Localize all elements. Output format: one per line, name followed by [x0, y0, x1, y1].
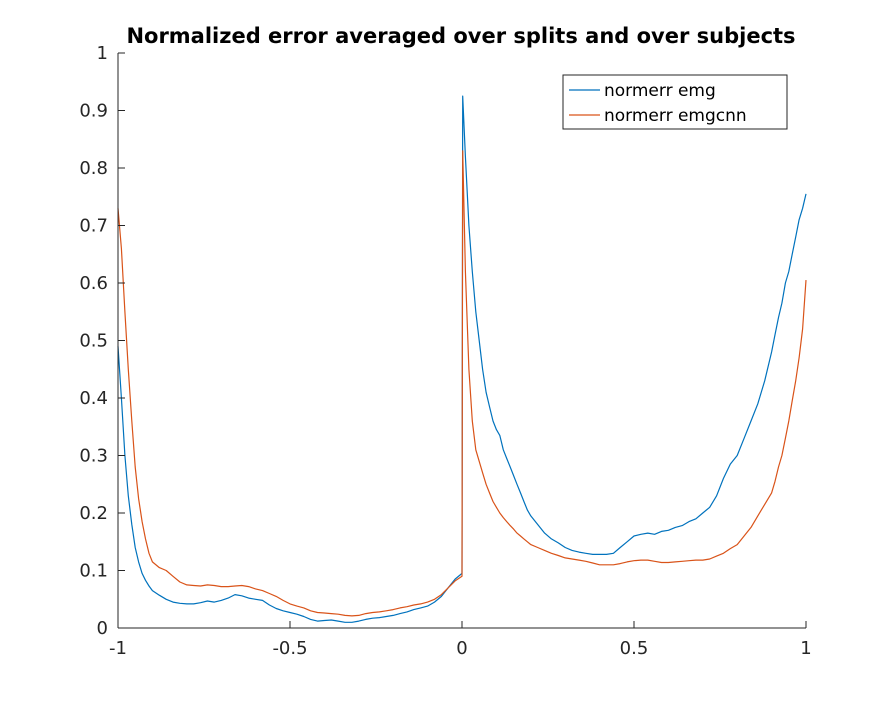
series-line-2 [117, 150, 807, 617]
y-tick-label: 0.5 [79, 331, 108, 352]
y-tick-label: 1 [97, 43, 108, 64]
legend-label-2: normerr emgcnn [604, 106, 747, 126]
y-tick-label: 0.4 [79, 388, 108, 409]
y-tick-label: 0.6 [79, 273, 108, 294]
x-tick-label: -0.5 [272, 638, 307, 659]
x-tick-label: 0.5 [620, 638, 649, 659]
y-tick-label: 0.2 [79, 503, 108, 524]
series-line-1 [117, 95, 807, 623]
legend-box [562, 74, 788, 130]
y-tick-label: 0.9 [79, 101, 108, 122]
legend: normerr emg normerr emgcnn [562, 74, 788, 130]
series-lines [117, 95, 807, 623]
x-tick-label: -1 [109, 638, 127, 659]
y-tick-label: 0.8 [79, 158, 108, 179]
y-tick-label: 0.3 [79, 446, 108, 467]
x-tick-label: 0 [456, 638, 467, 659]
y-tick-label: 0.7 [79, 216, 108, 237]
legend-label-1: normerr emg [604, 81, 716, 101]
y-tick-label: 0 [97, 618, 108, 639]
x-tick-label: 1 [800, 638, 811, 659]
y-tick-label: 0.1 [79, 561, 108, 582]
tick-labels: -1 -0.5 0 0.5 1 0 0.1 0.2 0.3 0.4 0.5 0.6 0.7 0.8 0.9 1 [79, 43, 811, 659]
chart-title: Normalized error averaged over splits an… [126, 24, 795, 48]
